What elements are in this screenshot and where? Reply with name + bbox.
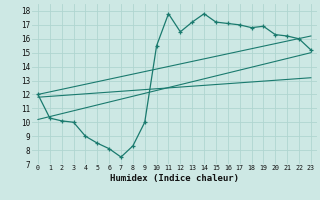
X-axis label: Humidex (Indice chaleur): Humidex (Indice chaleur) (110, 174, 239, 183)
